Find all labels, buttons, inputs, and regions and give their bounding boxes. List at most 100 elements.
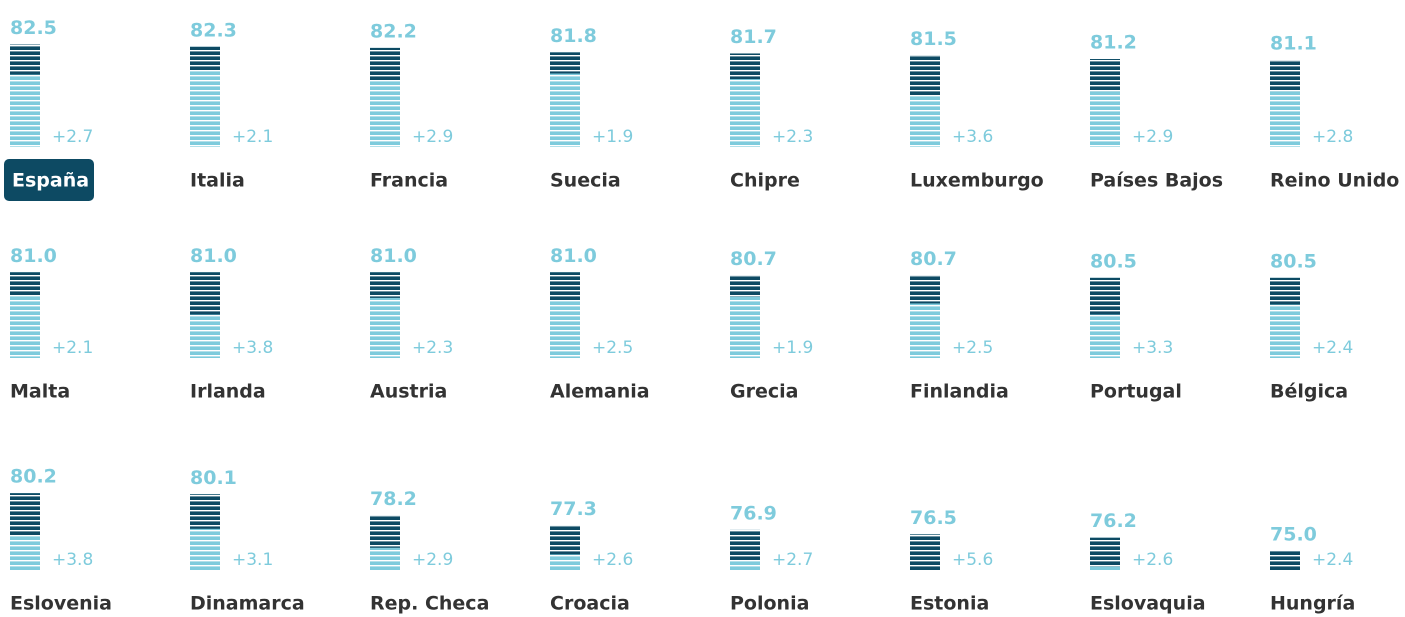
country-bar bbox=[910, 275, 940, 358]
change-label: +2.9 bbox=[1132, 127, 1173, 147]
change-label: +3.8 bbox=[232, 338, 273, 358]
stripes bbox=[730, 529, 760, 570]
country-name: Eslovenia bbox=[10, 593, 112, 615]
country-name: Dinamarca bbox=[190, 593, 305, 615]
change-label: +2.8 bbox=[1312, 127, 1353, 147]
stripes bbox=[910, 55, 940, 147]
country-bar bbox=[1270, 60, 1300, 147]
change-label: +3.6 bbox=[952, 127, 993, 147]
change-label: +2.9 bbox=[412, 127, 453, 147]
stripes bbox=[730, 275, 760, 358]
stripes bbox=[10, 493, 40, 570]
change-label: +2.3 bbox=[772, 127, 813, 147]
country-name: Reino Unido bbox=[1270, 170, 1399, 192]
stripes bbox=[1090, 59, 1120, 147]
change-label: +2.7 bbox=[52, 127, 93, 147]
change-label: +1.9 bbox=[772, 338, 813, 358]
value-label: 80.2 bbox=[10, 466, 57, 488]
value-label: 76.9 bbox=[730, 502, 777, 524]
country-name: Luxemburgo bbox=[910, 170, 1044, 192]
stripes bbox=[190, 46, 220, 147]
value-label: 80.1 bbox=[190, 467, 237, 489]
country-bar bbox=[550, 272, 580, 358]
value-label: 82.3 bbox=[190, 19, 237, 41]
change-label: +5.6 bbox=[952, 550, 993, 570]
country-bar bbox=[1090, 537, 1120, 570]
change-label: +1.9 bbox=[592, 127, 633, 147]
change-label: +2.5 bbox=[592, 338, 633, 358]
value-label: 81.8 bbox=[550, 25, 597, 47]
value-label: 81.0 bbox=[370, 245, 417, 267]
country-name: Polonia bbox=[730, 593, 809, 615]
value-label: 80.5 bbox=[1270, 250, 1317, 272]
change-label: +2.7 bbox=[772, 550, 813, 570]
value-label: 81.7 bbox=[730, 26, 777, 48]
stripes bbox=[1270, 60, 1300, 147]
country-name: Italia bbox=[190, 170, 245, 192]
country-name: Hungría bbox=[1270, 593, 1355, 615]
stripes bbox=[1270, 551, 1300, 570]
country-bar bbox=[1270, 551, 1300, 570]
stripes bbox=[550, 272, 580, 358]
value-label: 81.0 bbox=[550, 245, 597, 267]
stripes bbox=[1270, 277, 1300, 358]
value-label: 81.1 bbox=[1270, 33, 1317, 55]
value-label: 81.2 bbox=[1090, 32, 1137, 54]
stripes bbox=[370, 47, 400, 148]
country-name: Eslovaquia bbox=[1090, 593, 1206, 615]
country-bar bbox=[370, 47, 400, 148]
country-bar bbox=[550, 52, 580, 147]
country-name: Francia bbox=[370, 170, 448, 192]
change-label: +2.4 bbox=[1312, 338, 1353, 358]
stripes bbox=[910, 275, 940, 358]
country-bar bbox=[730, 53, 760, 147]
value-label: 80.7 bbox=[910, 248, 957, 270]
value-label: 80.5 bbox=[1090, 250, 1137, 272]
value-label: 81.5 bbox=[910, 28, 957, 50]
country-bar bbox=[550, 525, 580, 570]
value-label: 81.0 bbox=[10, 245, 57, 267]
country-bar bbox=[910, 534, 940, 570]
country-name: Malta bbox=[10, 381, 70, 403]
country-bar bbox=[730, 275, 760, 358]
change-label: +2.1 bbox=[232, 127, 273, 147]
stripes bbox=[10, 44, 40, 147]
country-bar bbox=[1090, 59, 1120, 147]
value-label: 78.2 bbox=[370, 488, 417, 510]
change-label: +2.3 bbox=[412, 338, 453, 358]
country-bar bbox=[910, 55, 940, 147]
country-name: Países Bajos bbox=[1090, 170, 1223, 192]
stripes bbox=[1090, 537, 1120, 570]
change-label: +2.6 bbox=[1132, 550, 1173, 570]
value-label: 76.2 bbox=[1090, 510, 1137, 532]
value-label: 76.5 bbox=[910, 507, 957, 529]
country-name: Grecia bbox=[730, 381, 798, 403]
change-label: +2.5 bbox=[952, 338, 993, 358]
value-label: 82.2 bbox=[370, 20, 417, 42]
value-label: 81.0 bbox=[190, 245, 237, 267]
country-bar bbox=[370, 272, 400, 358]
country-bar bbox=[1090, 277, 1120, 358]
value-label: 75.0 bbox=[1270, 524, 1317, 546]
change-label: +2.4 bbox=[1312, 550, 1353, 570]
stripes bbox=[550, 52, 580, 147]
country-name: Suecia bbox=[550, 170, 621, 192]
stripes bbox=[910, 534, 940, 570]
country-name: Chipre bbox=[730, 170, 800, 192]
value-label: 77.3 bbox=[550, 498, 597, 520]
stripes bbox=[10, 272, 40, 358]
country-name: Croacia bbox=[550, 593, 630, 615]
stripes bbox=[550, 525, 580, 570]
country-name: Finlandia bbox=[910, 381, 1009, 403]
country-bar bbox=[190, 46, 220, 147]
selected-highlight bbox=[4, 159, 94, 201]
change-label: +2.6 bbox=[592, 550, 633, 570]
change-label: +2.9 bbox=[412, 550, 453, 570]
country-bar bbox=[370, 515, 400, 570]
country-name: Rep. Checa bbox=[370, 593, 489, 615]
country-bar bbox=[1270, 277, 1300, 358]
country-name: Portugal bbox=[1090, 381, 1182, 403]
country-bar bbox=[190, 272, 220, 358]
stripes bbox=[370, 515, 400, 570]
